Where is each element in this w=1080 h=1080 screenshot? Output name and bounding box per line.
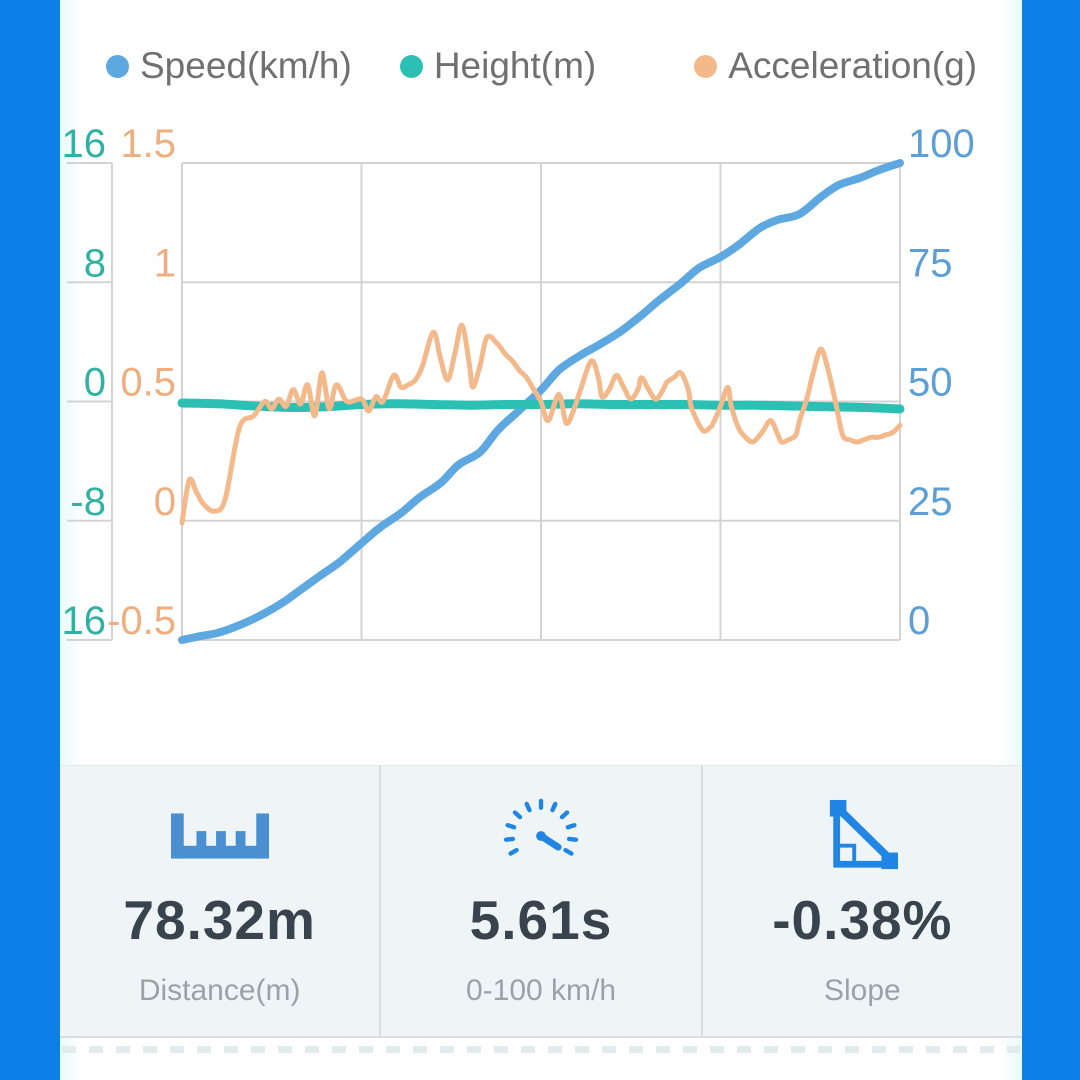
svg-text:-8: -8 — [70, 480, 106, 524]
legend-item-speed[interactable]: Speed(km/h) — [106, 45, 352, 87]
svg-text:-0.5: -0.5 — [107, 599, 176, 643]
stat-card-slope: -0.38% Slope — [700, 766, 1022, 1036]
ruler-icon — [170, 796, 269, 876]
svg-text:-16: -16 — [60, 599, 106, 643]
legend-item-height[interactable]: Height(m) — [399, 45, 597, 87]
svg-text:16: 16 — [62, 122, 107, 166]
distance-label: Distance(m) — [138, 974, 301, 1007]
accel-time-label: 0-100 km/h — [465, 974, 617, 1007]
svg-text:0: 0 — [154, 480, 176, 524]
legend-dot-speed — [106, 54, 129, 78]
svg-text:0: 0 — [84, 361, 106, 405]
bottom-dashed-divider — [62, 1046, 1020, 1053]
slope-label: Slope — [823, 974, 901, 1007]
slope-icon — [822, 796, 902, 876]
svg-text:1: 1 — [154, 241, 176, 285]
app-content: Speed(km/h) Height(m) Acceleration(g) 16… — [60, 0, 1022, 1080]
svg-text:0.5: 0.5 — [120, 361, 176, 405]
legend-label-acceleration: Acceleration(g) — [728, 45, 978, 86]
chart-legend: Speed(km/h) Height(m) Acceleration(g) — [60, 38, 1022, 94]
stat-card-accel-time: 5.61s 0-100 km/h — [379, 766, 700, 1036]
slope-value: -0.38% — [772, 889, 953, 951]
stat-card-distance: 78.32m Distance(m) — [60, 766, 379, 1036]
legend-label-speed: Speed(km/h) — [140, 45, 352, 86]
svg-text:25: 25 — [908, 480, 953, 524]
trip-chart: 16 8 0 -8 -16 1.5 1 0.5 0 -0.5 100 75 50 25 0 — [60, 122, 975, 644]
svg-text:75: 75 — [908, 241, 953, 285]
legend-label-height: Height(m) — [433, 45, 597, 86]
legend-dot-height — [399, 54, 423, 78]
svg-text:1.5: 1.5 — [120, 122, 176, 166]
legend-item-acceleration[interactable]: Acceleration(g) — [694, 45, 977, 87]
distance-value: 78.32m — [123, 889, 316, 951]
svg-text:8: 8 — [84, 241, 106, 285]
speedometer-icon — [502, 796, 580, 876]
screen-frame-left — [0, 0, 60, 1080]
screen-frame-right — [1022, 0, 1080, 1080]
accel-time-value: 5.61s — [469, 889, 613, 951]
svg-text:50: 50 — [908, 361, 953, 405]
svg-text:0: 0 — [908, 599, 930, 643]
svg-text:100: 100 — [908, 122, 975, 166]
chart-area[interactable]: 16 8 0 -8 -16 1.5 1 0.5 0 -0.5 100 75 50 25 0 — [60, 120, 1022, 680]
stats-panel: 78.32m Distance(m) 5.61s 0-100 km/h — [60, 765, 1022, 1038]
legend-dot-acceleration — [694, 54, 718, 78]
